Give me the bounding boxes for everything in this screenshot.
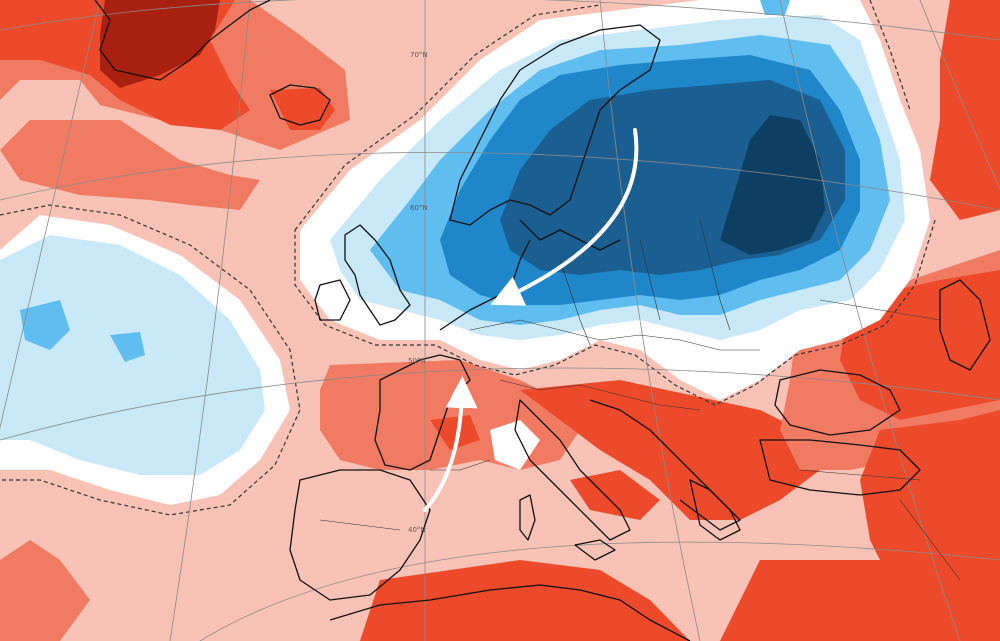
lat-label-60: 60°N (410, 204, 428, 212)
uk-coast (344, 224, 411, 326)
corsica-sardinia (519, 494, 536, 541)
flow-arrows (423, 128, 639, 512)
iberia-coast (289, 469, 431, 601)
latitude-labels: 70°N 60°N 50°N 40°N (408, 51, 428, 534)
black-sea-coast (774, 369, 901, 436)
greenland-coast (94, 0, 271, 81)
iceland-coast (269, 84, 331, 126)
greece-coast (689, 479, 741, 541)
sicily (574, 539, 616, 561)
scandinavia-coast (449, 24, 661, 226)
coastlines (94, 0, 991, 641)
turkey-coast (759, 439, 921, 496)
lat-label-40: 40°N (408, 526, 426, 534)
dashed-contours (0, 0, 936, 516)
italy-coast (514, 399, 631, 541)
baltic-coast (519, 219, 621, 251)
country-borders (319, 219, 961, 581)
cold-flow-arrow (490, 128, 639, 306)
warm-flow-arrow (423, 376, 478, 512)
caspian-coast (939, 279, 991, 371)
france-coast (374, 354, 471, 471)
ireland-coast (314, 279, 351, 321)
lat-label-50: 50°N (408, 357, 426, 365)
cold-anomaly-layer (0, 0, 930, 505)
lat-label-70: 70°N (410, 51, 428, 59)
africa-coast (329, 584, 691, 641)
